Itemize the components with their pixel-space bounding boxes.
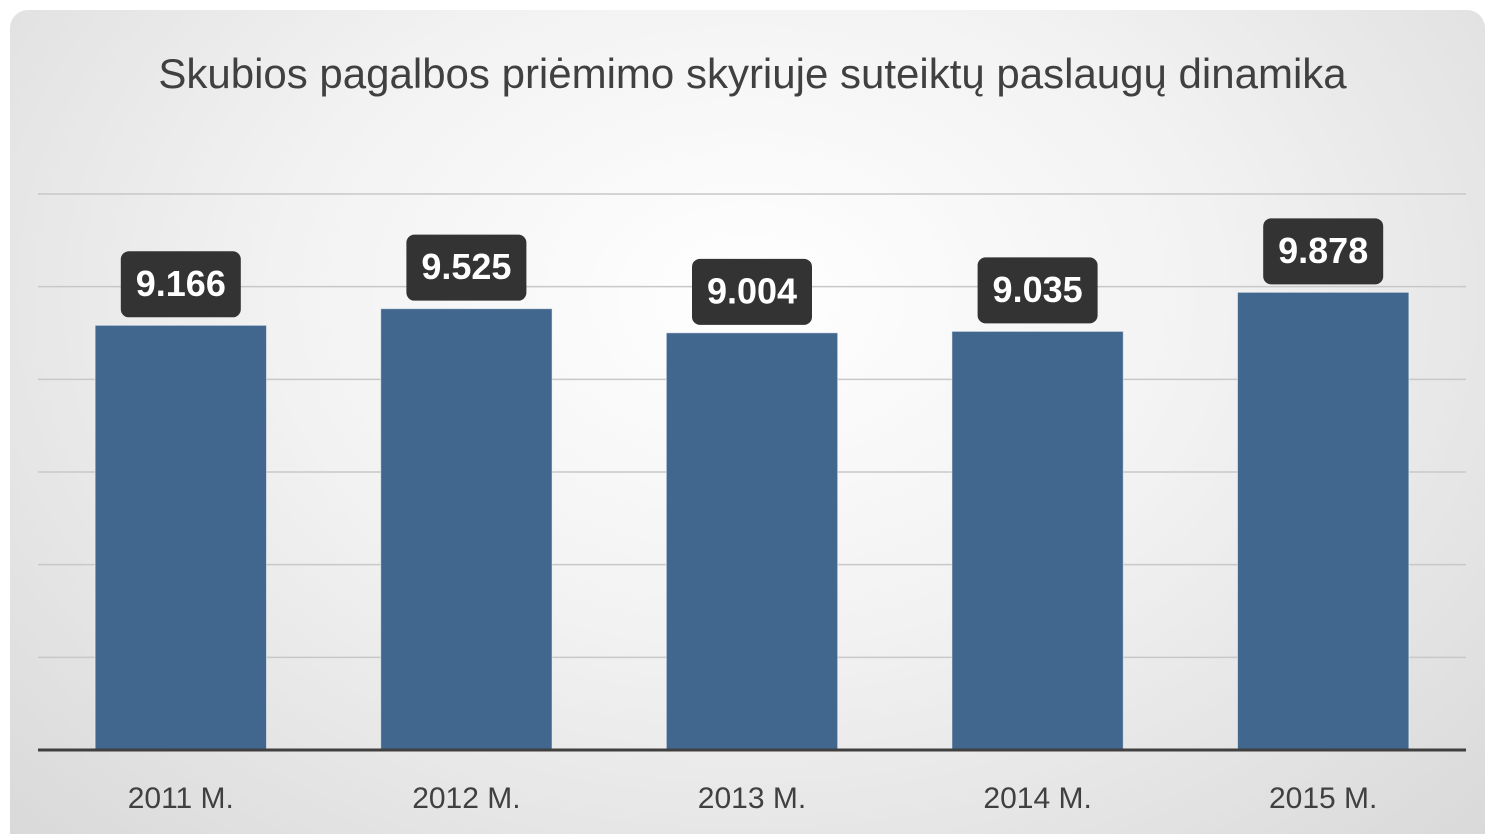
value-label: 9.004 [707,270,797,311]
x-tick-label: 2015 M. [1269,782,1377,815]
value-label-box [977,257,1098,324]
value-label-box [1263,218,1384,285]
bar [380,308,553,751]
x-tick-label: 2011 M. [128,782,234,815]
value-label-box [120,251,241,318]
value-label: 9.166 [136,263,226,304]
value-label-box [692,258,812,325]
x-tick-label: 2014 M. [983,782,1091,815]
bar [951,330,1124,751]
value-label: 9.878 [1278,230,1368,271]
bar [665,332,839,751]
x-tick-label: 2013 M. [698,782,806,815]
value-label: 9.035 [993,269,1083,310]
bar [94,324,267,751]
chart-title: Skubios pagalbos priėmimo skyriuje sutei… [158,50,1347,97]
x-tick-label: 2012 M. [412,782,520,815]
bar [1237,291,1410,751]
value-label: 9.525 [421,246,511,287]
value-label-box [406,234,527,301]
